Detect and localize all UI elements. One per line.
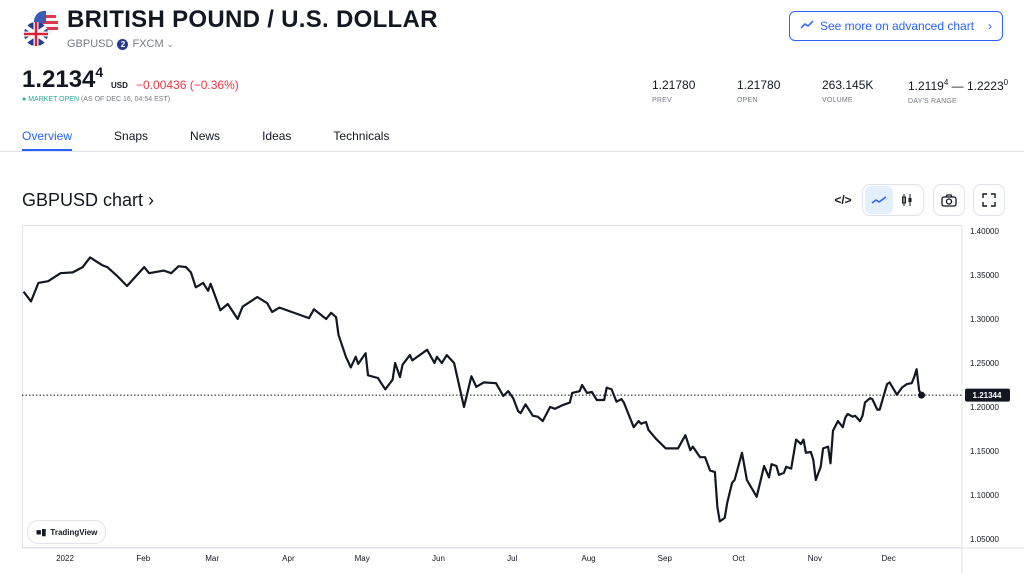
chart-line-icon bbox=[800, 19, 814, 33]
x-tick-label: Mar bbox=[205, 554, 219, 563]
price-change: −0.00436 (−0.36%) bbox=[136, 78, 239, 92]
x-tick-label: Aug bbox=[581, 554, 595, 563]
line-style-button[interactable] bbox=[865, 186, 893, 214]
x-tick-label: Apr bbox=[282, 554, 295, 563]
last-price-label: 1.21344 bbox=[973, 391, 1002, 400]
tradingview-logo[interactable]: ■▮ TradingView bbox=[27, 520, 107, 544]
candles-icon bbox=[902, 194, 912, 206]
chart-style-toggle bbox=[862, 184, 924, 216]
tradingview-label: TradingView bbox=[50, 527, 98, 537]
embed-code-button[interactable]: </> bbox=[828, 184, 858, 216]
chevron-down-icon: ⌄ bbox=[166, 40, 174, 49]
y-tick-label: 1.10000 bbox=[970, 491, 999, 500]
tab-ideas[interactable]: Ideas bbox=[262, 129, 292, 143]
y-tick-label: 1.20000 bbox=[970, 403, 999, 412]
y-tick-label: 1.15000 bbox=[970, 447, 999, 456]
candle-style-button[interactable] bbox=[893, 186, 921, 214]
stat-days-range: 1.21194 — 1.22230 DAY'S RANGE bbox=[908, 78, 1009, 105]
tab-technicals[interactable]: Technicals bbox=[333, 129, 390, 143]
fullscreen-icon bbox=[982, 193, 996, 207]
page-title: BRITISH POUND / U.S. DOLLAR bbox=[67, 6, 438, 33]
embed-code-icon: </> bbox=[834, 193, 852, 207]
stat-volume: 263.145K VOLUME bbox=[822, 78, 874, 104]
exchange-label: FXCM bbox=[132, 38, 164, 50]
y-tick-label: 1.35000 bbox=[970, 271, 999, 280]
x-tick-label: Sep bbox=[658, 554, 673, 563]
x-tick-label: Dec bbox=[882, 554, 896, 563]
y-tick-label: 1.40000 bbox=[970, 227, 999, 236]
line-chart-icon bbox=[871, 196, 887, 204]
last-price: 1.21344 bbox=[22, 64, 104, 93]
market-status: ● MARKET OPEN (AS OF DEC 16, 04:54 EST) bbox=[22, 96, 171, 103]
x-tick-label: Jun bbox=[432, 554, 445, 563]
stat-prev: 1.21780 PREV bbox=[652, 78, 696, 104]
currency-pair-flag-icon bbox=[22, 10, 60, 48]
chart-plot-area[interactable] bbox=[22, 225, 962, 548]
camera-icon bbox=[941, 193, 957, 207]
x-tick-label: 2022 bbox=[56, 554, 74, 563]
y-tick-label: 1.30000 bbox=[970, 315, 999, 324]
tradingview-icon: ■▮ bbox=[36, 526, 47, 537]
fullscreen-button[interactable] bbox=[973, 184, 1005, 216]
chevron-right-icon: › bbox=[988, 19, 993, 33]
symbol-info: GBPUSD 2 FXCM ⌄ bbox=[67, 38, 173, 50]
x-tick-label: Jul bbox=[507, 554, 517, 563]
divider bbox=[0, 151, 1024, 152]
tab-overview[interactable]: Overview bbox=[22, 129, 73, 151]
y-tick-label: 1.05000 bbox=[970, 535, 999, 544]
last-price-badge bbox=[965, 388, 1010, 402]
tab-news[interactable]: News bbox=[190, 129, 221, 143]
x-tick-label: Oct bbox=[732, 554, 745, 563]
advanced-chart-label: See more on advanced chart bbox=[819, 19, 975, 33]
snapshot-button[interactable] bbox=[933, 184, 965, 216]
x-tick-label: Feb bbox=[136, 554, 150, 563]
currency-label: USD bbox=[111, 81, 128, 90]
exchange-badge: 2 bbox=[117, 38, 129, 50]
tab-snaps[interactable]: Snaps bbox=[114, 129, 149, 143]
tab-bar: Overview Snaps News Ideas Technicals bbox=[22, 129, 410, 151]
symbol-label: GBPUSD bbox=[67, 38, 114, 50]
chart-title-link[interactable]: GBPUSD chart › bbox=[22, 190, 155, 210]
y-tick-label: 1.25000 bbox=[970, 359, 999, 368]
stat-open: 1.21780 OPEN bbox=[737, 78, 781, 104]
exchange-selector[interactable]: FXCM ⌄ bbox=[132, 38, 173, 50]
x-tick-label: May bbox=[355, 554, 370, 563]
advanced-chart-button[interactable]: See more on advanced chart › bbox=[789, 11, 1003, 41]
x-tick-label: Nov bbox=[808, 554, 822, 563]
